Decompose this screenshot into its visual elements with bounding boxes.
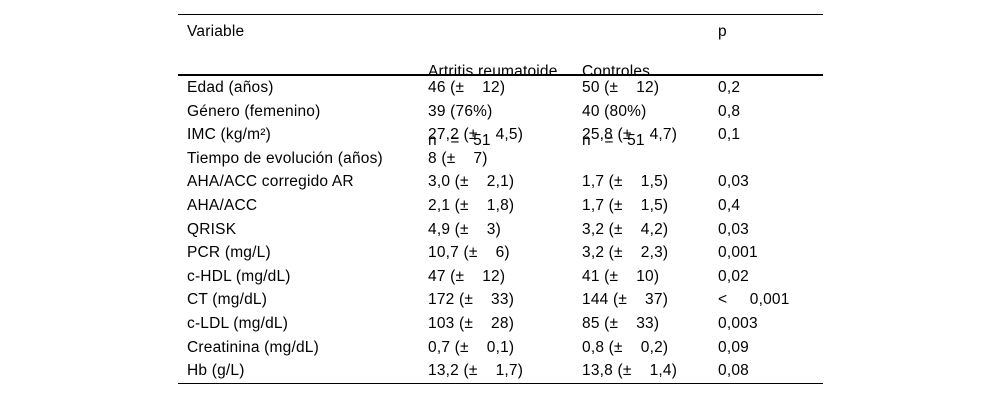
table-row: AHA/ACC 2,1 (± 1,8) 1,7 (± 1,5) 0,4 [178,194,823,218]
table-row: IMC (kg/m²) 27,2 (± 4,5) 25,8 (± 4,7) 0,1 [178,123,823,147]
cell-artritis-value: 103 (± 28) [428,314,515,332]
table-row: PCR (mg/L) 10,7 (± 6) 3,2 (± 2,3) 0,001 [178,241,823,265]
cell-controles-value: 0,8 (± 0,2) [582,338,669,356]
comparison-table: Variable Artritis reumatoide n = 51 Cont… [178,14,823,384]
cell-controles-value: 1,7 (± 1,5) [582,196,669,214]
row-variable-label: Tiempo de evolución (años) [187,149,383,167]
row-variable-label: CT (mg/dL) [187,291,268,309]
cell-p-value: 0,02 [718,267,749,285]
row-variable-label: AHA/ACC corregido AR [187,173,354,191]
row-variable-label: AHA/ACC [187,196,258,214]
cell-artritis-value: 172 (± 33) [428,291,515,309]
cell-p-value: 0,8 [718,102,741,120]
row-variable-label: c-LDL (mg/dL) [187,314,289,332]
cell-artritis-value: 27,2 (± 4,5) [428,126,524,144]
cell-artritis-value: 47 (± 12) [428,267,506,285]
cell-artritis-value: 10,7 (± 6) [428,244,510,262]
cell-p-value: 0,001 [718,244,758,262]
header-group-controles: Controles n = 51 [582,22,718,191]
cell-p-value: 0,03 [718,220,749,238]
header-group-controles-n: n = 51 [582,132,645,149]
cell-artritis-value: 13,2 (± 1,7) [428,362,524,380]
table-row: QRISK 4,9 (± 3) 3,2 (± 4,2) 0,03 [178,218,823,242]
cell-controles-value: 25,8 (± 4,7) [582,126,678,144]
table-row: Hb (g/L) 13,2 (± 1,7) 13,8 (± 1,4) 0,08 [178,359,823,383]
cell-p-value: 0,4 [718,196,741,214]
cell-controles-value: 3,2 (± 4,2) [582,220,669,238]
cell-p-value: 0,09 [718,338,749,356]
table-row: Edad (años) 46 (± 12) 50 (± 12) 0,2 [178,76,823,100]
row-variable-label: QRISK [187,220,237,238]
cell-p-value: < 0,001 [718,291,790,309]
header-p-value: p [718,23,727,40]
cell-controles-value: 85 (± 33) [582,314,660,332]
table-header: Variable Artritis reumatoide n = 51 Cont… [178,14,823,149]
row-variable-label: IMC (kg/m²) [187,126,271,144]
cell-p-value: 0,1 [718,126,741,144]
table-row: Género (femenino) 39 (76%) 40 (80%) 0,8 [178,100,823,124]
cell-controles-value: 13,8 (± 1,4) [582,362,678,380]
row-variable-label: c-HDL (mg/dL) [187,267,291,285]
table-row: Tiempo de evolución (años) 8 (± 7) [178,147,823,171]
table-row: CT (mg/dL) 172 (± 33) 144 (± 37) < 0,001 [178,288,823,312]
table-row: AHA/ACC corregido AR 3,0 (± 2,1) 1,7 (± 1,… [178,170,823,194]
table-row: c-LDL (mg/dL) 103 (± 28) 85 (± 33) 0,003 [178,312,823,336]
cell-controles-value: 40 (80%) [582,102,647,120]
cell-controles-value [582,147,718,171]
table-body: Edad (años) 46 (± 12) 50 (± 12) 0,2 Género (… [178,76,823,384]
cell-p-value: 0,08 [718,362,749,380]
cell-artritis-value: 8 (± 7) [428,149,488,167]
cell-artritis-value: 4,9 (± 3) [428,220,501,238]
cell-artritis-value: 2,1 (± 1,8) [428,196,515,214]
cell-p-value [718,147,823,171]
cell-controles-value: 1,7 (± 1,5) [582,173,669,191]
header-group-controles-title: Controles [582,63,651,80]
row-variable-label: PCR (mg/L) [187,244,271,262]
header-group-artritis-n: n = 51 [428,132,491,149]
table-row: c-HDL (mg/dL) 47 (± 12) 41 (± 10) 0,02 [178,265,823,289]
header-group-artritis-title: Artritis reumatoide [428,63,558,80]
cell-artritis-value: 0,7 (± 0,1) [428,338,515,356]
cell-p-value: 0,03 [718,173,749,191]
row-variable-label: Género (femenino) [187,102,321,120]
cell-p-value: 0,003 [718,314,758,332]
header-variable: Variable [187,23,245,40]
table-row: Creatinina (mg/dL) 0,7 (± 0,1) 0,8 (± 0,2)… [178,336,823,360]
cell-artritis-value: 46 (± 12) [428,79,506,96]
cell-p-value: 0,2 [718,79,741,96]
row-variable-label: Hb (g/L) [187,362,245,380]
row-variable-label: Creatinina (mg/dL) [187,338,319,356]
cell-controles-value: 144 (± 37) [582,291,669,309]
header-group-artritis: Artritis reumatoide n = 51 [428,22,582,191]
cell-controles-value: 50 (± 12) [582,79,660,96]
cell-controles-value: 41 (± 10) [582,267,660,285]
cell-artritis-value: 39 (76%) [428,102,493,120]
cell-controles-value: 3,2 (± 2,3) [582,244,669,262]
row-variable-label: Edad (años) [187,79,274,96]
cell-artritis-value: 3,0 (± 2,1) [428,173,515,191]
